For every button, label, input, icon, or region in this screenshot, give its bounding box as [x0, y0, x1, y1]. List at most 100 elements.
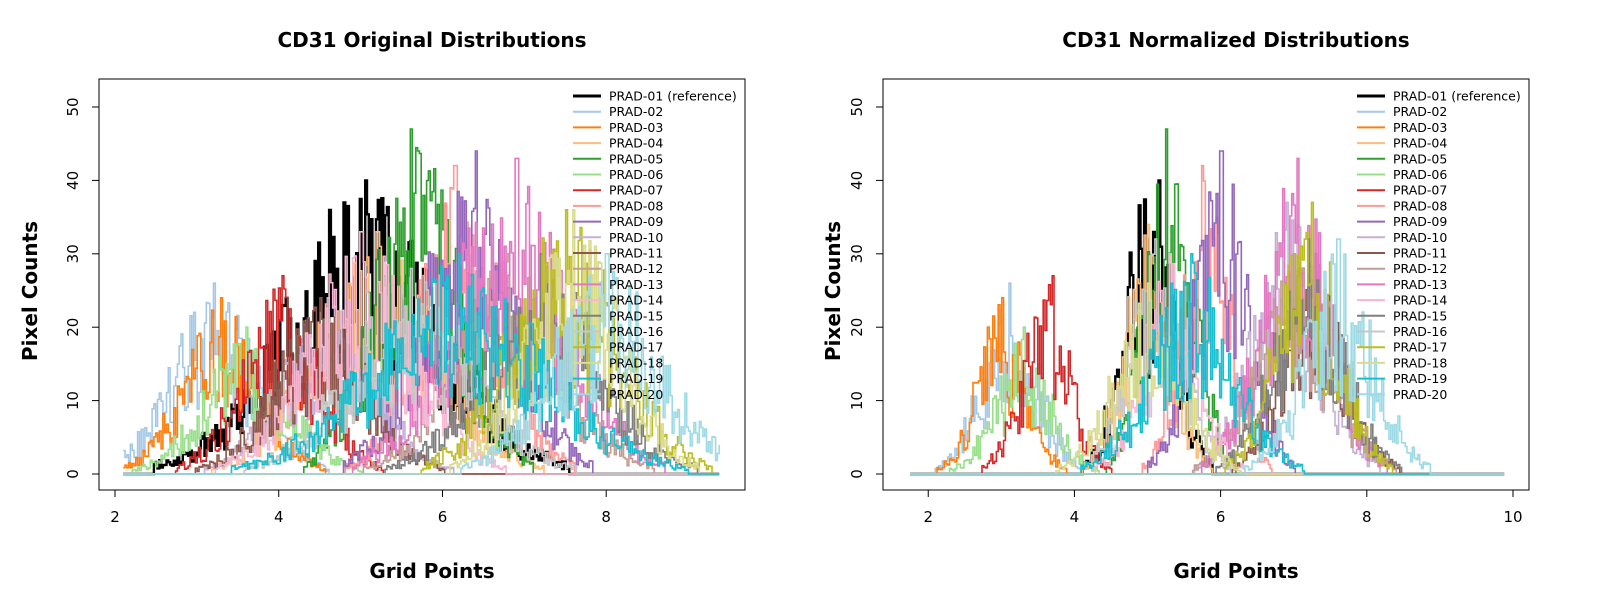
- legend-item: PRAD-19: [1357, 371, 1447, 386]
- legend-label: PRAD-13: [1393, 277, 1447, 292]
- legend-label: PRAD-02: [609, 104, 663, 119]
- legend-item: PRAD-11: [573, 246, 663, 261]
- y-tick-label: 30: [848, 244, 866, 263]
- legend-item: PRAD-15: [573, 308, 663, 323]
- legend-item: PRAD-07: [1357, 183, 1447, 198]
- y-tick-label: 50: [848, 97, 866, 116]
- legend-label: PRAD-13: [609, 277, 663, 292]
- legend-label: PRAD-06: [1393, 167, 1447, 182]
- legend: PRAD-01 (reference)PRAD-02PRAD-03PRAD-04…: [1357, 89, 1521, 402]
- legend-item: PRAD-09: [1357, 214, 1447, 229]
- legend-item: PRAD-06: [1357, 167, 1447, 182]
- legend-item: PRAD-11: [1357, 246, 1447, 261]
- y-tick-label: 10: [64, 391, 82, 410]
- legend-label: PRAD-10: [1393, 230, 1447, 245]
- panel-original: CD31 Original Distributions Grid Points …: [18, 28, 746, 583]
- series-group: [123, 128, 720, 476]
- legend-item: PRAD-14: [1357, 293, 1447, 308]
- legend-label: PRAD-11: [1393, 246, 1447, 261]
- legend-label: PRAD-18: [609, 355, 663, 370]
- legend-item: PRAD-13: [1357, 277, 1447, 292]
- legend-label: PRAD-01 (reference): [1393, 89, 1521, 104]
- legend-label: PRAD-01 (reference): [609, 89, 737, 104]
- legend-label: PRAD-05: [609, 151, 663, 166]
- legend-label: PRAD-17: [1393, 340, 1447, 355]
- x-tick-label: 8: [601, 508, 611, 526]
- legend-label: PRAD-20: [1393, 387, 1447, 402]
- legend-label: PRAD-16: [1393, 324, 1447, 339]
- legend-label: PRAD-07: [1393, 183, 1447, 198]
- legend-label: PRAD-15: [609, 308, 663, 323]
- y-tick-label: 0: [848, 469, 866, 479]
- legend-label: PRAD-11: [609, 246, 663, 261]
- legend-label: PRAD-03: [609, 120, 663, 135]
- legend-label: PRAD-08: [609, 198, 663, 213]
- y-tick-label: 50: [64, 97, 82, 116]
- legend-item: PRAD-15: [1357, 308, 1447, 323]
- y-axis: 0 10 20 30 40 50: [64, 97, 99, 479]
- legend-item: PRAD-05: [573, 151, 663, 166]
- legend-item: PRAD-08: [1357, 198, 1447, 213]
- y-tick-label: 40: [64, 171, 82, 190]
- x-tick-label: 4: [274, 508, 284, 526]
- legend-item: PRAD-03: [573, 120, 663, 135]
- legend-item: PRAD-04: [1357, 136, 1447, 151]
- legend-item: PRAD-09: [573, 214, 663, 229]
- series-line-prad-01: [123, 179, 720, 476]
- y-tick-label: 20: [848, 318, 866, 337]
- legend-item: PRAD-16: [573, 324, 663, 339]
- legend-item: PRAD-12: [573, 261, 663, 276]
- legend-item: PRAD-10: [1357, 230, 1447, 245]
- legend-item: PRAD-03: [1357, 120, 1447, 135]
- y-tick-label: 0: [64, 469, 82, 479]
- legend-item: PRAD-14: [573, 293, 663, 308]
- legend-label: PRAD-14: [609, 293, 663, 308]
- legend-label: PRAD-05: [1393, 151, 1447, 166]
- legend-item: PRAD-19: [573, 371, 663, 386]
- legend-item: PRAD-07: [573, 183, 663, 198]
- series-line-prad-20: [910, 238, 1505, 475]
- legend-label: PRAD-12: [609, 261, 663, 276]
- y-tick-label: 30: [64, 244, 82, 263]
- series-group: [910, 128, 1505, 476]
- legend-label: PRAD-07: [609, 183, 663, 198]
- legend-item: PRAD-13: [573, 277, 663, 292]
- legend-label: PRAD-04: [609, 136, 663, 151]
- x-axis: 2 4 6 8 10: [923, 490, 1523, 526]
- y-axis: 0 10 20 30 40 50: [848, 97, 883, 479]
- legend-item: PRAD-17: [1357, 340, 1447, 355]
- legend-label: PRAD-06: [609, 167, 663, 182]
- y-axis-label-normalized: Pixel Counts: [821, 221, 845, 361]
- x-tick-label: 6: [1216, 508, 1226, 526]
- legend-item: PRAD-02: [573, 104, 663, 119]
- legend-item: PRAD-01 (reference): [1357, 89, 1521, 104]
- panel-normalized: CD31 Normalized Distributions Grid Point…: [821, 28, 1530, 583]
- legend-label: PRAD-17: [609, 340, 663, 355]
- plot-frame: [98, 78, 746, 491]
- legend-item: PRAD-04: [573, 136, 663, 151]
- plot-frame: [882, 78, 1530, 491]
- chart-title-original: CD31 Original Distributions: [277, 28, 586, 52]
- legend-label: PRAD-20: [609, 387, 663, 402]
- legend-item: PRAD-05: [1357, 151, 1447, 166]
- y-tick-label: 40: [848, 171, 866, 190]
- x-tick-label: 2: [923, 508, 933, 526]
- x-tick-label: 8: [1362, 508, 1372, 526]
- x-tick-label: 2: [110, 508, 120, 526]
- legend-label: PRAD-18: [1393, 355, 1447, 370]
- legend-item: PRAD-08: [573, 198, 663, 213]
- legend-label: PRAD-09: [609, 214, 663, 229]
- x-tick-label: 10: [1503, 508, 1522, 526]
- legend-item: PRAD-10: [573, 230, 663, 245]
- legend: PRAD-01 (reference)PRAD-02PRAD-03PRAD-04…: [573, 89, 737, 402]
- legend-item: PRAD-01 (reference): [573, 89, 737, 104]
- legend-label: PRAD-12: [1393, 261, 1447, 276]
- series-line-prad-20: [123, 253, 720, 475]
- legend-item: PRAD-18: [1357, 355, 1447, 370]
- legend-label: PRAD-19: [609, 371, 663, 386]
- y-tick-label: 20: [64, 318, 82, 337]
